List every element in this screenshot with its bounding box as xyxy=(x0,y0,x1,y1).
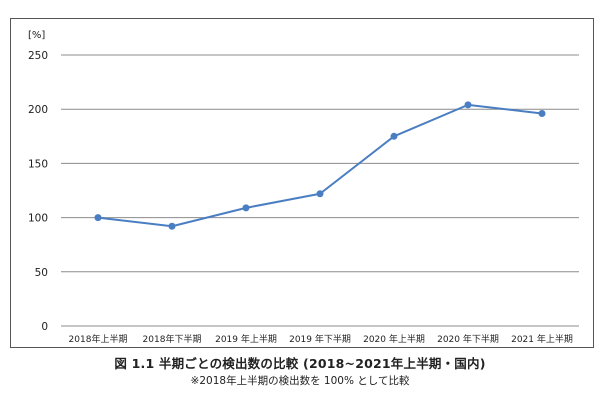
y-axis-unit-label: [%] xyxy=(28,30,45,41)
y-axis-ticks: 0 50 100 150 200 250 xyxy=(28,50,48,333)
data-point xyxy=(464,101,472,109)
x-tick-label: 2019 年下半期 xyxy=(289,333,351,345)
x-tick-label: 2018年下半期 xyxy=(143,333,202,345)
gridlines xyxy=(61,54,579,327)
chart-frame: 0 50 100 150 200 250 2018年上半期 2018年下半期 2019 年上半… xyxy=(10,18,594,348)
x-tick-label: 2020 年下半期 xyxy=(437,333,499,345)
y-tick-label: 150 xyxy=(28,158,48,170)
y-tick-label: 250 xyxy=(28,50,48,62)
series-layer xyxy=(94,101,546,230)
line-chart: 0 50 100 150 200 250 2018年上半期 2018年下半期 2019 年上半… xyxy=(28,30,579,345)
y-tick-label: 50 xyxy=(35,267,48,279)
figure-note: ※2018年上半期の検出数を 100% として比較 xyxy=(190,375,410,387)
data-point xyxy=(538,110,546,118)
x-tick-label: 2019 年上半期 xyxy=(215,333,277,345)
x-axis-ticks: 2018年上半期 2018年下半期 2019 年上半期 2019 年下半期 2020 年… xyxy=(69,333,573,345)
figure-caption: 図 1.1 半期ごとの検出数の比較 (2018~2021年上半期・国内) xyxy=(114,356,486,371)
x-tick-label: 2020 年上半期 xyxy=(363,333,425,345)
data-point xyxy=(242,204,250,212)
x-tick-label: 2021 年上半期 xyxy=(511,333,573,345)
data-point xyxy=(390,132,398,140)
y-tick-label: 0 xyxy=(41,321,48,333)
data-point xyxy=(168,222,176,230)
data-point xyxy=(316,190,324,198)
x-tick-label: 2018年上半期 xyxy=(69,333,128,345)
y-tick-label: 100 xyxy=(28,213,48,225)
y-tick-label: 200 xyxy=(28,104,48,116)
series-line xyxy=(97,103,543,228)
data-point xyxy=(94,214,102,222)
